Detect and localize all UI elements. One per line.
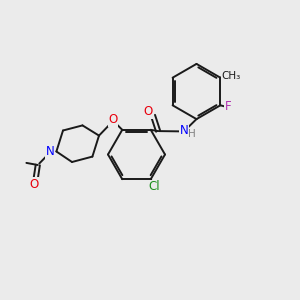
Text: Cl: Cl <box>148 180 160 193</box>
Text: CH₃: CH₃ <box>221 71 241 81</box>
Text: N: N <box>45 145 54 158</box>
Text: F: F <box>225 100 231 113</box>
Text: H: H <box>188 129 196 139</box>
Text: O: O <box>143 105 152 119</box>
Text: O: O <box>109 113 118 126</box>
Text: N: N <box>179 124 188 137</box>
Text: O: O <box>29 178 38 191</box>
